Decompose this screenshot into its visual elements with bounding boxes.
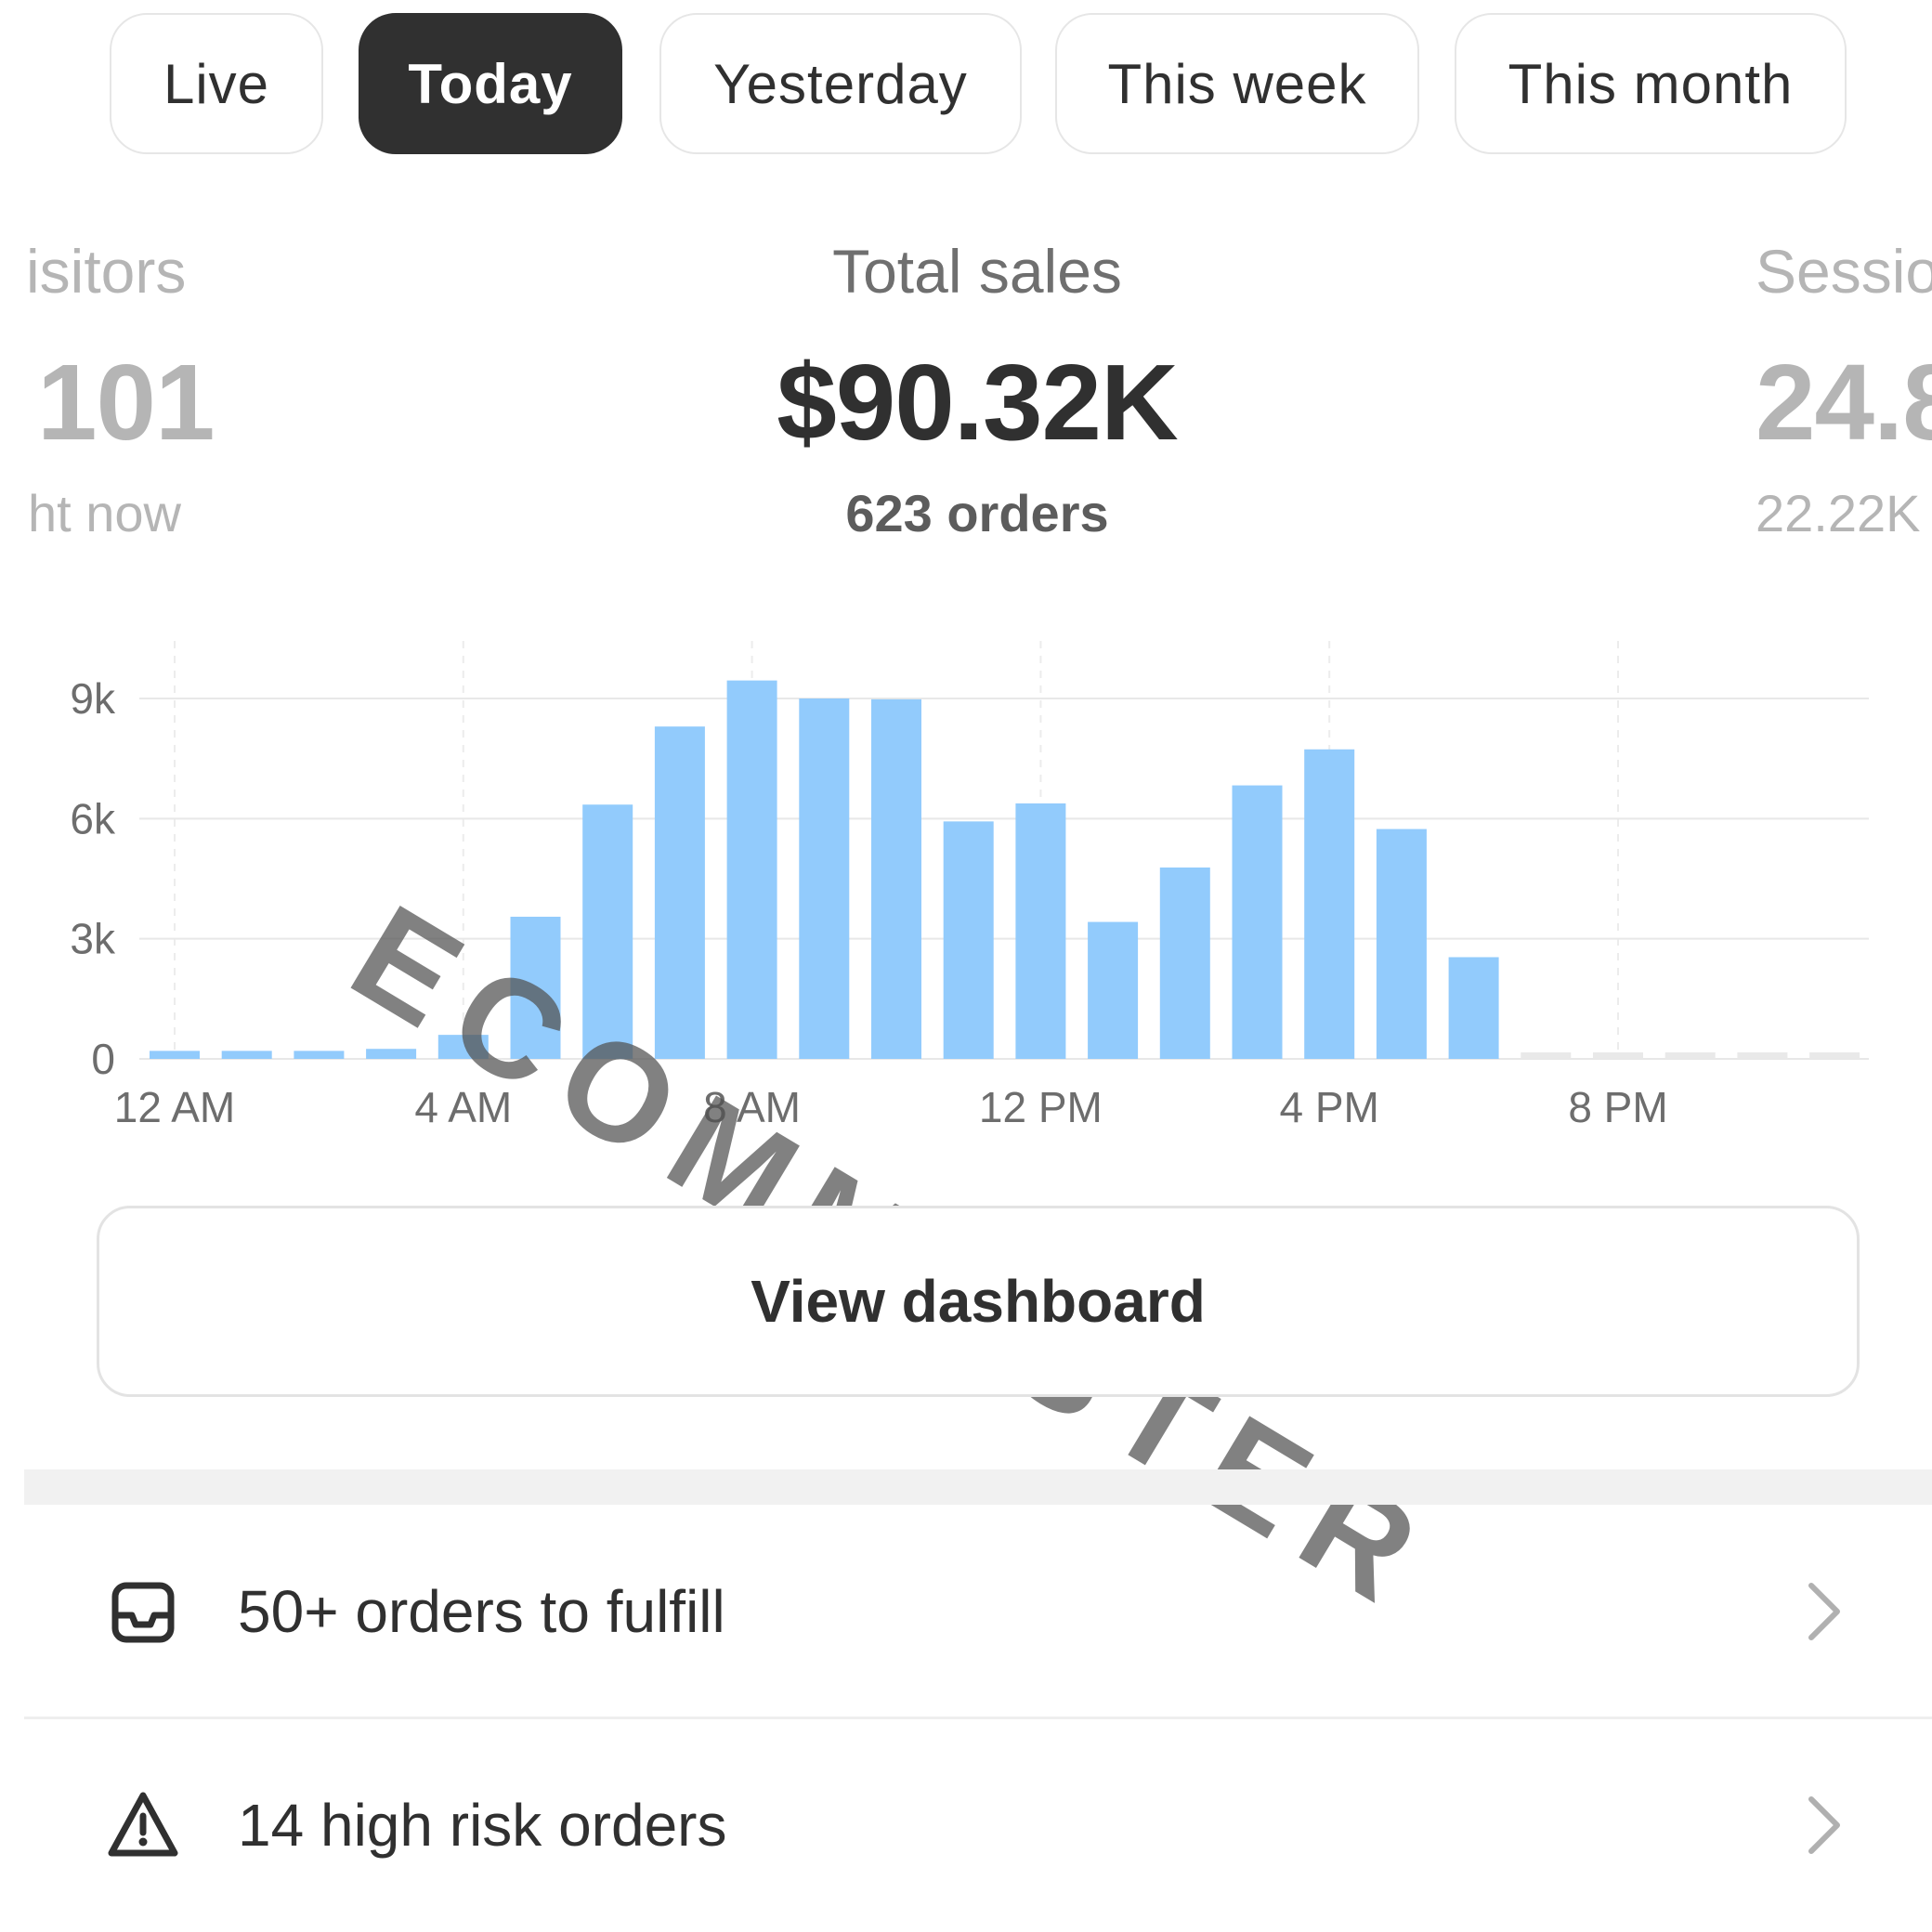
metric-sessions-value: 24.8 [1756, 342, 1932, 463]
x-tick-label: 8 PM [1568, 1083, 1667, 1131]
tab-live[interactable]: Live [110, 13, 323, 154]
metric-visitors-label: isitors [26, 237, 187, 306]
x-tick-label: 4 AM [414, 1083, 512, 1131]
x-tick-label: 12 PM [979, 1083, 1103, 1131]
task-row-orders-to-fulfill[interactable]: 50+ orders to fulfill [24, 1514, 1932, 1709]
bar-4-am[interactable] [437, 1035, 489, 1059]
sales-bar-chart: 0 3k 6k 9k 12 AM 4 AM 8 AM 12 PM 4 PM 8 PM [70, 641, 1869, 1131]
tab-this-week[interactable]: This week [1055, 13, 1419, 154]
bar-9-pm[interactable] [1664, 1052, 1716, 1059]
y-tick-label: 3k [70, 915, 116, 963]
bar-6-pm[interactable] [1448, 957, 1499, 1059]
bar-7-pm[interactable] [1521, 1052, 1572, 1059]
bar-10-pm[interactable] [1737, 1052, 1788, 1059]
x-tick-label: 4 PM [1280, 1083, 1379, 1131]
bar-1-am[interactable] [221, 1051, 272, 1059]
tab-yesterday[interactable]: Yesterday [659, 13, 1022, 154]
bar-12-am[interactable] [150, 1051, 200, 1059]
bar-3-am[interactable] [366, 1049, 417, 1059]
task-label: 50+ orders to fulfill [238, 1578, 725, 1645]
task-row-high-risk-orders[interactable]: 14 high risk orders [24, 1728, 1932, 1923]
x-tick-label: 8 AM [703, 1083, 801, 1131]
row-divider [24, 1717, 1932, 1719]
task-label: 14 high risk orders [238, 1792, 727, 1859]
chevron-right-icon [1808, 1583, 1840, 1640]
metric-total-sales-value: $90.32K [777, 342, 1179, 463]
metric-total-sales-sub: 623 orders [845, 484, 1109, 542]
section-divider [24, 1469, 1932, 1505]
alert-triangle-icon [108, 1792, 178, 1857]
bar-6-am[interactable] [582, 804, 633, 1059]
view-dashboard-button[interactable]: View dashboard [97, 1206, 1860, 1397]
bar-10-am[interactable] [871, 698, 921, 1059]
metric-total-sales-label: Total sales [832, 237, 1122, 306]
bar-5-am[interactable] [510, 916, 561, 1059]
metric-sessions-label: Sessio [1756, 237, 1932, 306]
bar-3-pm[interactable] [1232, 785, 1283, 1059]
y-tick-label: 6k [70, 794, 116, 842]
metric-visitors-value: 101 [37, 342, 215, 463]
bar-11-am[interactable] [943, 821, 994, 1059]
chevron-right-icon [1808, 1796, 1840, 1854]
tab-this-month[interactable]: This month [1455, 13, 1847, 154]
y-tick-label: 0 [91, 1035, 115, 1083]
tab-today[interactable]: Today [359, 13, 622, 154]
bar-5-pm[interactable] [1376, 829, 1427, 1059]
bar-2-am[interactable] [294, 1051, 345, 1059]
x-tick-label: 12 AM [114, 1083, 235, 1131]
bar-11-pm[interactable] [1809, 1052, 1860, 1059]
inbox-icon [111, 1582, 175, 1643]
bar-9-am[interactable] [799, 698, 850, 1059]
bar-7-am[interactable] [654, 726, 705, 1059]
y-tick-label: 9k [70, 674, 116, 723]
bar-1-pm[interactable] [1088, 921, 1139, 1059]
bar-12-pm[interactable] [1015, 803, 1066, 1059]
bar-4-pm[interactable] [1304, 749, 1355, 1059]
bar-2-pm[interactable] [1159, 867, 1210, 1059]
bar-8-am[interactable] [726, 680, 777, 1059]
metric-sessions-sub: 22.22K [1756, 484, 1921, 542]
bar-8-pm[interactable] [1593, 1052, 1643, 1059]
metric-visitors-sub: ht now [28, 484, 181, 542]
